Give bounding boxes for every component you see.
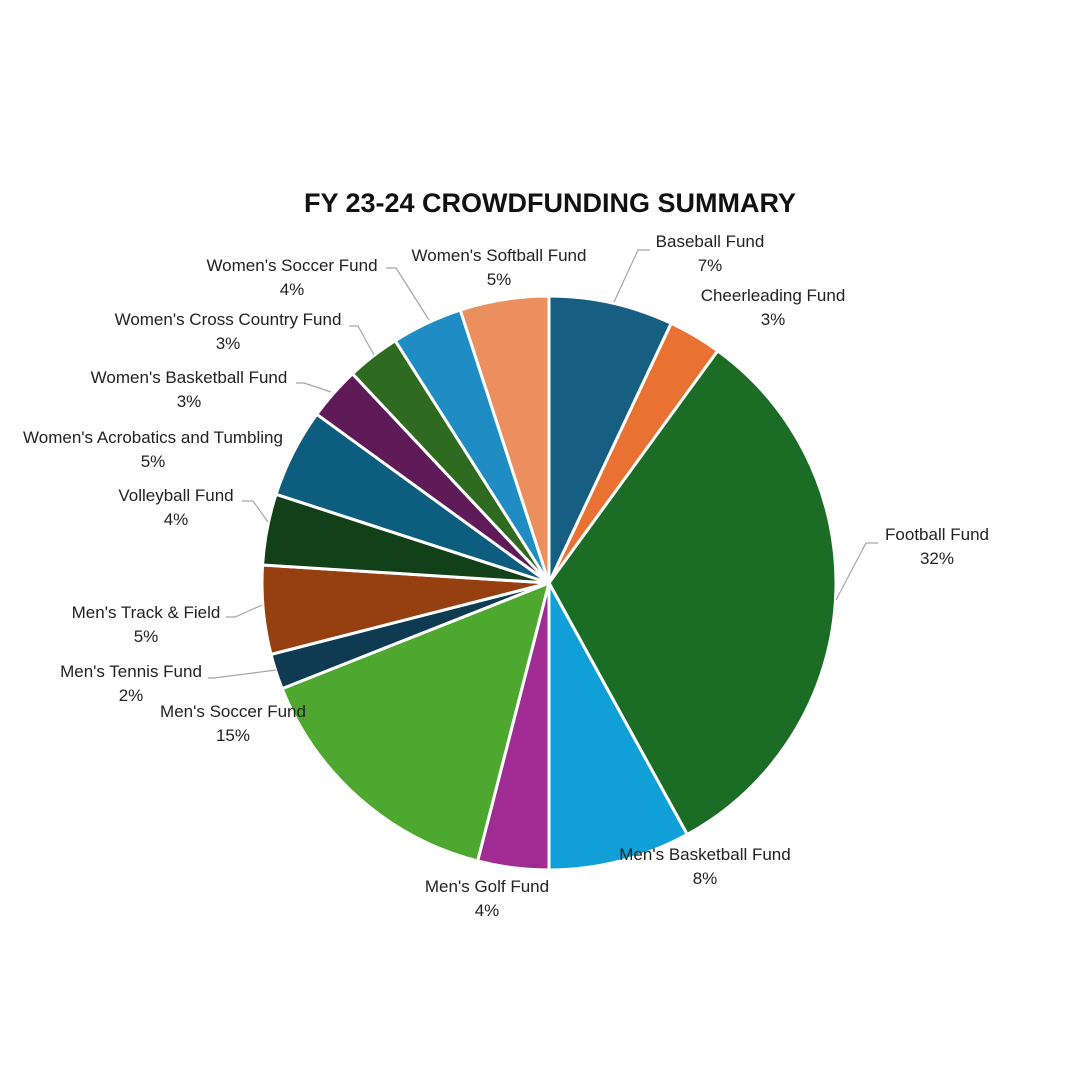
data-label-womens-basketball: Women's Basketball Fund 3% — [91, 366, 288, 414]
label-name: Men's Tennis Fund — [60, 662, 202, 681]
pie-slice-men-s-soccer-fund — [280, 580, 552, 863]
label-name: Football Fund — [885, 525, 989, 544]
label-name: Men's Track & Field — [71, 603, 221, 622]
label-name: Women's Basketball Fund — [90, 368, 288, 387]
label-value: 7% — [697, 256, 723, 275]
data-label-baseball: Baseball Fund 7% — [656, 230, 765, 278]
label-value: 4% — [279, 280, 305, 299]
pie-slice-women-s-softball-fund — [458, 294, 551, 584]
data-label-mens-basketball: Men's Basketball Fund 8% — [619, 843, 790, 891]
label-value: 15% — [215, 726, 251, 745]
leader-line-track — [226, 604, 263, 618]
label-name: Women's Soccer Fund — [206, 256, 378, 275]
chart-title: FY 23-24 CROWDFUNDING SUMMARY — [303, 188, 797, 218]
data-label-volleyball: Volleyball Fund 4% — [118, 484, 233, 532]
label-name: Women's Softball Fund — [411, 246, 587, 265]
pie-slice-football-fund — [547, 348, 838, 837]
label-value: 5% — [140, 452, 166, 471]
label-name: Cheerleading Fund — [700, 286, 846, 305]
label-name: Women's Cross Country Fund — [114, 310, 342, 329]
data-label-mens-track: Men's Track & Field 5% — [72, 601, 221, 649]
data-label-mens-tennis: Men's Tennis Fund 2% — [60, 660, 202, 708]
data-label-womens-soccer: Women's Soccer Fund 4% — [206, 254, 377, 302]
pie-slice-baseball-fund — [547, 294, 674, 584]
data-label-womens-softball: Women's Softball Fund 5% — [412, 244, 587, 292]
data-label-mens-golf: Men's Golf Fund 4% — [425, 875, 549, 923]
data-label-football: Football Fund 32% — [885, 523, 989, 571]
label-value: 3% — [176, 392, 202, 411]
label-value: 5% — [133, 627, 159, 646]
leader-line-baseball — [613, 249, 650, 303]
label-value: 3% — [215, 334, 241, 353]
leader-line-womens-soccer — [386, 267, 430, 321]
leader-line-womens-basketball — [296, 382, 332, 393]
label-value: 2% — [118, 686, 144, 705]
label-value: 4% — [474, 901, 500, 920]
leader-line-volleyball — [242, 500, 269, 523]
data-label-womens-cross-country: Women's Cross Country Fund 3% — [115, 308, 342, 356]
label-name: Baseball Fund — [655, 232, 765, 251]
label-value: 3% — [760, 310, 786, 329]
label-value: 32% — [919, 549, 955, 568]
pie-slice-men-s-basketball-fund — [547, 582, 690, 872]
data-label-womens-acrobatics: Women's Acrobatics and Tumbling 5% — [23, 426, 283, 474]
leader-lines — [208, 249, 878, 679]
data-label-mens-soccer: Men's Soccer Fund 15% — [160, 700, 306, 748]
label-name: Men's Golf Fund — [424, 877, 550, 896]
label-name: Men's Basketball Fund — [619, 845, 791, 864]
label-value: 8% — [692, 869, 718, 888]
leader-line-football — [835, 542, 878, 601]
leader-line-tennis — [208, 669, 277, 679]
label-name: Women's Acrobatics and Tumbling — [23, 428, 283, 447]
label-name: Volleyball Fund — [118, 486, 234, 505]
leader-line-womens-cross-country — [349, 325, 375, 356]
label-value: 5% — [486, 270, 512, 289]
data-label-cheerleading: Cheerleading Fund 3% — [701, 284, 846, 332]
label-value: 4% — [163, 510, 189, 529]
label-name: Men's Soccer Fund — [160, 702, 306, 721]
